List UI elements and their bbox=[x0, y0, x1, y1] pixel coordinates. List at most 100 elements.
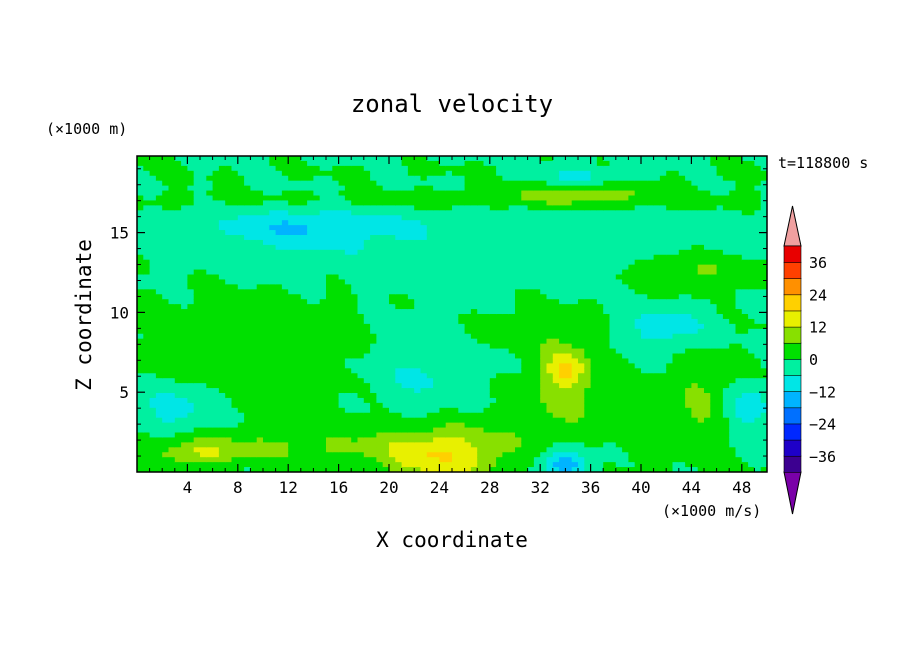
field-cell bbox=[445, 323, 453, 330]
field-cell bbox=[489, 170, 497, 177]
field-cell bbox=[344, 437, 352, 443]
field-cell bbox=[193, 200, 201, 206]
field-cell bbox=[489, 402, 497, 409]
field-cell bbox=[143, 442, 151, 448]
field-cell bbox=[552, 299, 560, 305]
field-cell bbox=[533, 323, 541, 330]
field-cell bbox=[426, 427, 434, 434]
field-cell bbox=[565, 175, 573, 182]
field-cell bbox=[187, 160, 195, 167]
field-cell bbox=[326, 190, 333, 197]
field-cell bbox=[445, 185, 453, 192]
field-cell bbox=[307, 343, 314, 350]
field-cell bbox=[244, 259, 251, 266]
field-cell bbox=[433, 220, 440, 226]
field-cell bbox=[483, 254, 491, 261]
field-cell bbox=[590, 388, 598, 394]
field-cell bbox=[200, 348, 207, 355]
field-cell bbox=[571, 239, 579, 246]
field-cell bbox=[508, 156, 516, 162]
field-cell bbox=[193, 165, 201, 172]
field-cell bbox=[256, 353, 264, 360]
field-cell bbox=[275, 160, 283, 167]
field-cell bbox=[496, 190, 503, 197]
field-cell bbox=[263, 427, 270, 434]
field-cell bbox=[256, 244, 264, 251]
field-cell bbox=[319, 205, 327, 211]
field-cell bbox=[250, 244, 258, 251]
field-cell bbox=[288, 452, 296, 458]
field-cell bbox=[401, 200, 409, 206]
field-cell bbox=[483, 309, 491, 315]
field-cell bbox=[483, 160, 491, 167]
field-cell bbox=[395, 432, 403, 439]
field-cell bbox=[155, 397, 163, 404]
field-cell bbox=[458, 323, 466, 330]
field-cell bbox=[622, 254, 629, 261]
field-cell bbox=[332, 170, 340, 177]
field-cell bbox=[584, 264, 592, 271]
field-cell bbox=[590, 412, 598, 419]
field-cell bbox=[389, 407, 396, 414]
field-cell bbox=[370, 378, 377, 384]
field-cell bbox=[464, 373, 472, 379]
field-cell bbox=[231, 333, 239, 340]
field-cell bbox=[155, 388, 163, 394]
field-cell bbox=[225, 259, 233, 266]
field-cell bbox=[483, 170, 491, 177]
field-cell bbox=[193, 452, 201, 458]
field-cell bbox=[376, 388, 384, 394]
field-cell bbox=[609, 457, 617, 463]
field-cell bbox=[420, 368, 428, 374]
field-cell bbox=[288, 279, 296, 285]
field-cell bbox=[370, 373, 377, 379]
field-cell bbox=[590, 373, 598, 379]
field-cell bbox=[389, 442, 396, 448]
field-cell bbox=[206, 447, 214, 453]
field-cell bbox=[452, 264, 459, 271]
field-cell bbox=[225, 442, 233, 448]
field-cell bbox=[527, 200, 535, 206]
field-cell bbox=[401, 368, 409, 374]
field-cell bbox=[300, 457, 308, 463]
field-cell bbox=[622, 442, 629, 448]
field-cell bbox=[584, 279, 592, 285]
field-cell bbox=[351, 328, 359, 335]
field-cell bbox=[332, 165, 340, 172]
field-cell bbox=[578, 254, 585, 261]
field-cell bbox=[546, 333, 554, 340]
field-cell bbox=[590, 462, 598, 468]
field-cell bbox=[546, 200, 554, 206]
field-cell bbox=[496, 230, 503, 236]
field-cell bbox=[344, 160, 352, 167]
field-cell bbox=[326, 235, 333, 241]
field-cell bbox=[155, 225, 163, 231]
field-cell bbox=[439, 368, 447, 374]
field-cell bbox=[477, 165, 485, 172]
field-cell bbox=[445, 373, 453, 379]
field-cell bbox=[143, 314, 151, 320]
field-cell bbox=[149, 348, 157, 355]
field-cell bbox=[590, 180, 598, 187]
field-cell bbox=[489, 388, 497, 394]
field-cell bbox=[256, 462, 264, 468]
field-cell bbox=[527, 333, 535, 340]
field-cell bbox=[603, 378, 611, 384]
field-cell bbox=[559, 368, 566, 374]
field-cell bbox=[426, 259, 434, 266]
field-cell bbox=[540, 457, 548, 463]
field-cell bbox=[439, 220, 447, 226]
field-cell bbox=[489, 338, 497, 345]
field-cell bbox=[187, 170, 195, 177]
field-cell bbox=[515, 333, 522, 340]
field-cell bbox=[225, 185, 233, 192]
field-cell bbox=[502, 412, 510, 419]
field-cell bbox=[401, 343, 409, 350]
field-cell bbox=[420, 373, 428, 379]
field-cell bbox=[319, 407, 327, 414]
field-cell bbox=[502, 333, 510, 340]
field-cell bbox=[578, 338, 585, 345]
field-cell bbox=[200, 318, 207, 325]
field-cell bbox=[615, 363, 623, 369]
field-cell bbox=[307, 358, 314, 364]
